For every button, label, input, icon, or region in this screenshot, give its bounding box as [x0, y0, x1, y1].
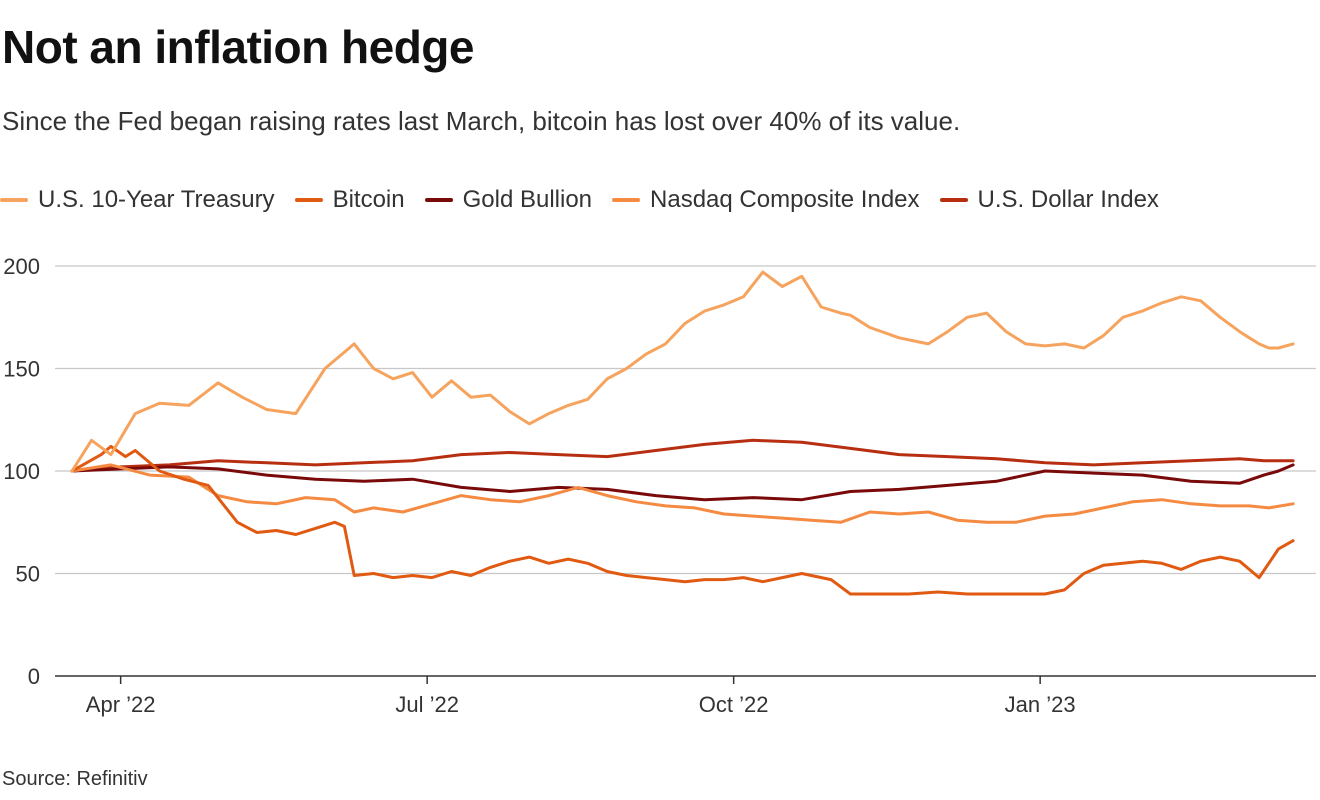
source-note: Source: Refinitiv — [2, 768, 148, 790]
legend-label: Gold Bullion — [462, 186, 593, 213]
legend-swatch — [424, 198, 453, 202]
y-tick-label: 0 — [28, 664, 40, 689]
legend-swatch — [939, 198, 968, 202]
chart-subtitle: Since the Fed began raising rates last M… — [2, 106, 961, 136]
series-line-gold-bullion — [70, 463, 1295, 502]
legend-swatch — [612, 198, 641, 202]
legend-label: Nasdaq Composite Index — [650, 186, 920, 213]
legend-item-gold-bullion: Gold Bullion — [424, 186, 593, 214]
y-tick-label: 200 — [3, 254, 40, 279]
legend-label: Bitcoin — [332, 186, 405, 213]
legend-item-nasdaq-composite-index: Nasdaq Composite Index — [612, 186, 920, 214]
series-line-bitcoin — [70, 444, 1295, 596]
series-line-nasdaq-composite-index — [70, 463, 1295, 524]
legend-label: U.S. Dollar Index — [977, 186, 1159, 213]
legend-swatch — [294, 198, 323, 202]
legend-item-u-s-10-year-treasury: U.S. 10-Year Treasury — [0, 186, 275, 214]
chart-legend: U.S. 10-Year Treasury Bitcoin Gold Bullion… — [0, 186, 1159, 214]
x-tick-label: Apr ’22 — [86, 692, 156, 717]
series-line-u-s-10-year-treasury — [70, 270, 1295, 473]
legend-item-bitcoin: Bitcoin — [294, 186, 405, 214]
series-line-u-s-dollar-index — [70, 438, 1295, 473]
legend-label: U.S. 10-Year Treasury — [38, 186, 275, 213]
x-tick-label: Jan ’23 — [1005, 692, 1076, 717]
x-tick-label: Oct ’22 — [699, 692, 769, 717]
chart-title: Not an inflation hedge — [2, 21, 474, 73]
x-tick-label: Jul ’22 — [395, 692, 459, 717]
legend-swatch — [0, 198, 28, 202]
y-tick-label: 100 — [3, 459, 40, 484]
y-tick-label: 50 — [16, 562, 40, 587]
y-tick-label: 150 — [3, 357, 40, 382]
legend-item-u-s-dollar-index: U.S. Dollar Index — [939, 186, 1159, 214]
